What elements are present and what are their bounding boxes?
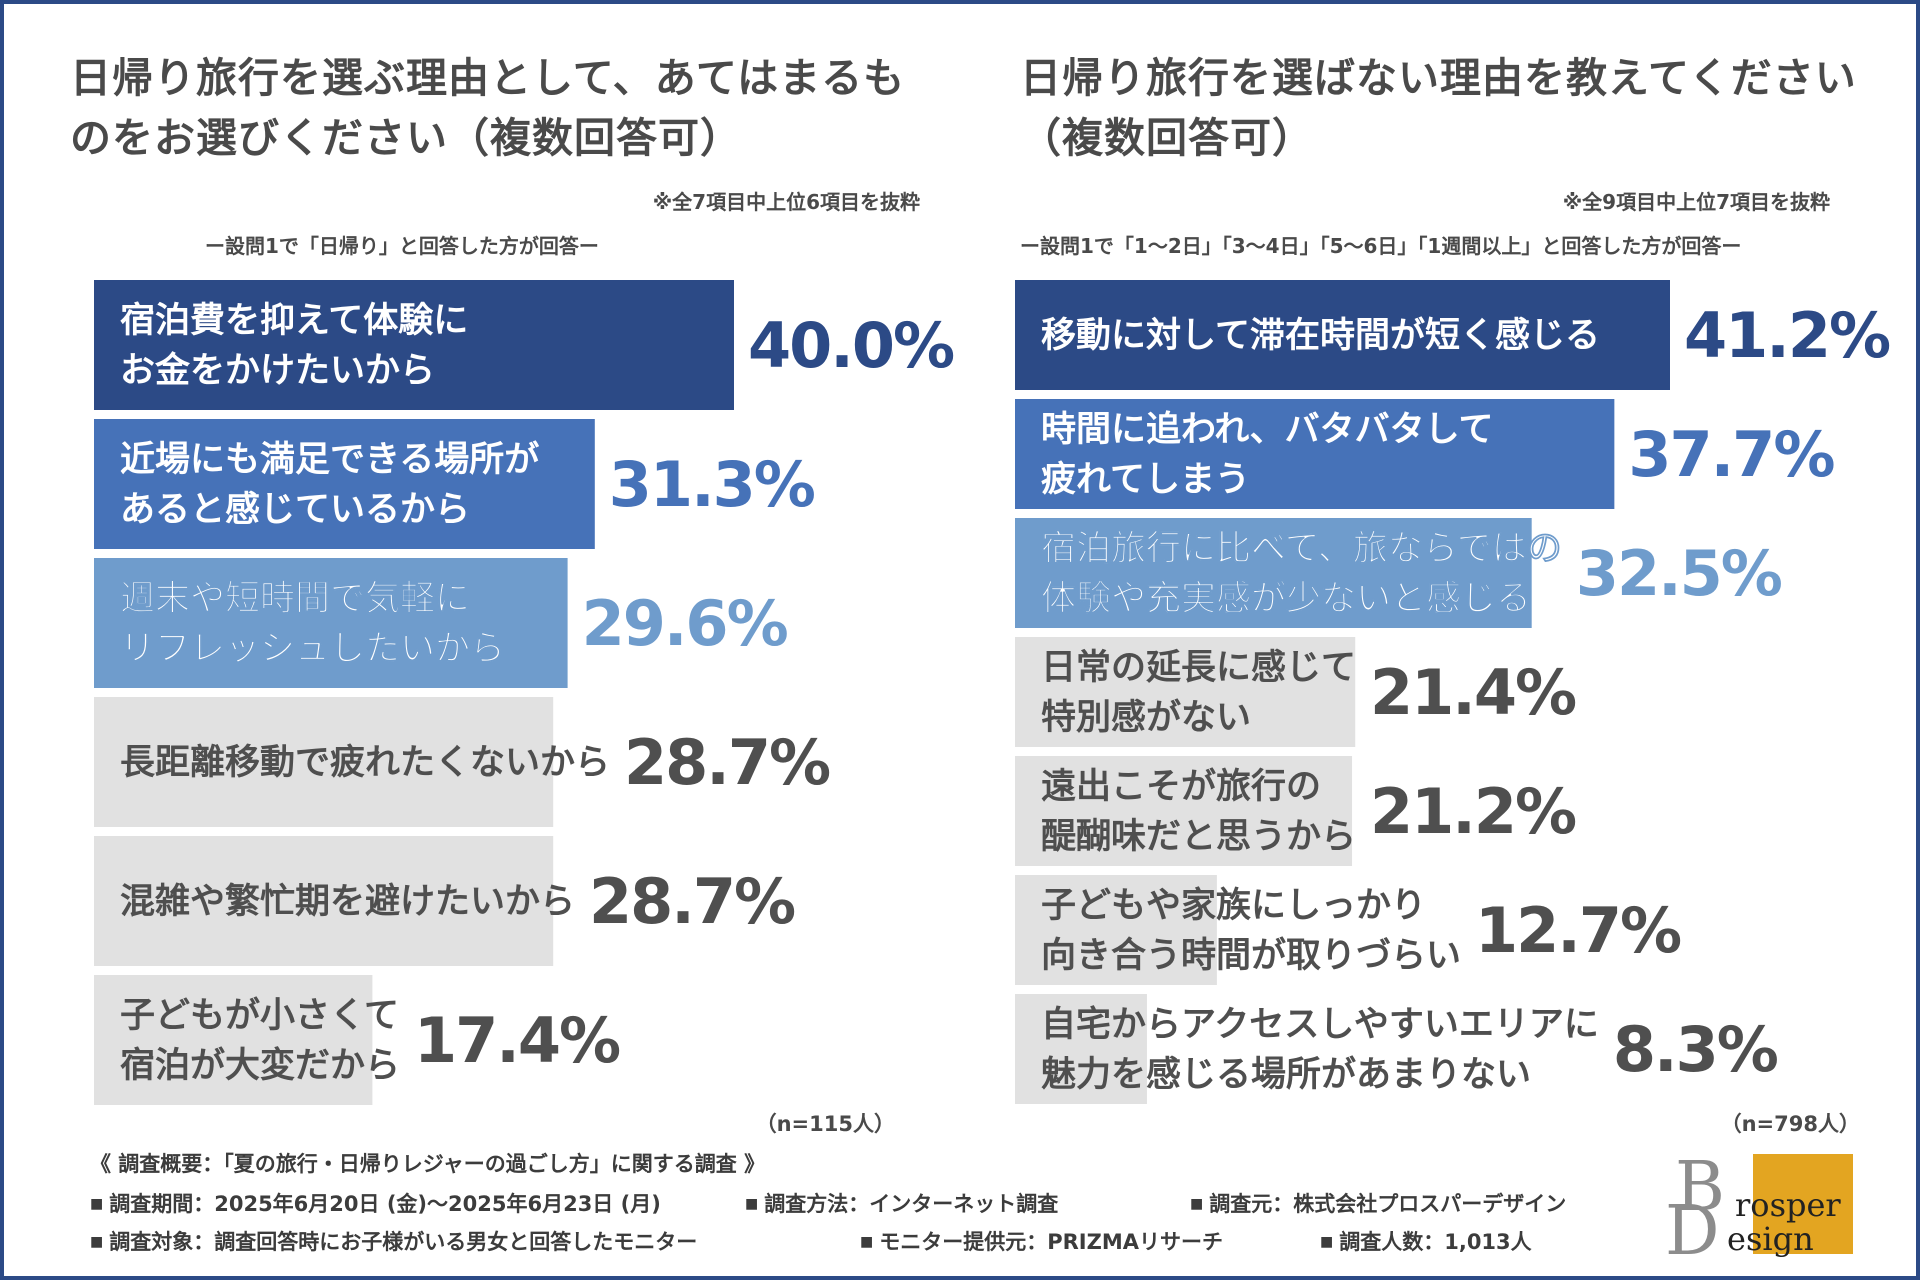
survey-title: 《 調査概要：「夏の旅行・日帰りレジャーの過ごし方」に関する調査 》: [90, 1152, 766, 1176]
survey-source: 調査元：株式会社プロスパーデザイン: [1190, 1188, 1566, 1218]
bar-label-4: 日常の延長に感じて特別感がない: [1041, 648, 1356, 738]
brosper-design-logo: B D rosper esign: [1665, 1150, 1853, 1260]
survey-respondents: 調査人数：1,013人: [1320, 1226, 1531, 1256]
bar-value-label-1: 41.2%: [1684, 299, 1890, 372]
bar-label-6: 子どもが小さくて宿泊が大変だから: [120, 996, 400, 1086]
bar-label-4: 長距離移動で疲れたくないから: [120, 743, 610, 783]
bar-3: [1015, 518, 1532, 628]
bar-label-3: 宿泊旅行に比べて、旅ならではの体験や充実感が少ないと感じる: [1041, 529, 1562, 619]
logo-gold-square: [1753, 1154, 1853, 1254]
logo-letter-b: B: [1675, 1150, 1725, 1227]
left-bar-chart: 宿泊費を抑えて体験にお金をかけたいから 40.0% 近場にも満足できる場所があると感…: [94, 280, 956, 1105]
bar-1: [1015, 280, 1670, 390]
bar-value-label-6: 12.7%: [1475, 894, 1681, 967]
bar-1: [94, 280, 734, 410]
bar-2: [94, 419, 595, 549]
right-chart-note: ※全9項目中上位7項目を抜粋: [1562, 190, 1830, 214]
bar-value-label-5: 28.7%: [589, 865, 795, 938]
bar-value-label-6: 17.4%: [414, 1004, 620, 1077]
bar-value-label-7: 8.3%: [1613, 1013, 1778, 1086]
bar-label-2: 時間に追われ、バタバタして疲れてしまう: [1041, 410, 1494, 500]
bar-value-label-2: 37.7%: [1628, 418, 1834, 491]
bar-7: [1015, 994, 1147, 1104]
logo-word-esign: esign: [1727, 1220, 1814, 1258]
bar-3: [94, 558, 568, 688]
logo-letter-d: D: [1665, 1192, 1720, 1260]
monitor-provider: モニター提供元：PRIZMAリサーチ: [860, 1226, 1223, 1256]
right-bar-chart: 移動に対して滞在時間が短く感じる 41.2% 時間に追われ、バタバタして疲れてしまう…: [1015, 280, 1892, 1104]
bar-5: [1015, 756, 1353, 866]
bar-value-label-3: 32.5%: [1576, 537, 1782, 610]
bar-value-label-5: 21.2%: [1370, 775, 1576, 848]
bar-value-label-1: 40.0%: [748, 309, 954, 382]
right-chart-subnote: ー設問1で「1～2日」「3～4日」「5～6日」「1週間以上」と回答した方が回答ー: [1020, 234, 1742, 258]
left-panel: 日帰り旅行を選ぶ理由として、あてはまるものをお選びください（複数回答可） ※全7…: [0, 0, 960, 1136]
bar-value-label-4: 28.7%: [624, 726, 830, 799]
left-sample-size: （n=115人）: [755, 1112, 895, 1136]
bar-4: [1015, 637, 1356, 747]
bar-5: [94, 836, 554, 966]
bar-label-6: 子どもや家族にしっかり向き合う時間が取りづらい: [1041, 886, 1461, 976]
bar-label-7: 自宅からアクセスしやすいエリアに魅力を感じる場所があまりない: [1041, 1004, 1599, 1095]
bar-2: [1015, 399, 1615, 509]
bar-value-label-4: 21.4%: [1370, 656, 1576, 729]
left-chart-title: 日帰り旅行を選ぶ理由として、あてはまるものをお選びください（複数回答可）: [70, 54, 906, 162]
right-sample-size: （n=798人）: [1720, 1112, 1860, 1136]
survey-period: 調査期間：2025年6月20日 (金)～2025年6月23日 (月): [90, 1188, 661, 1218]
left-chart-subnote: ー設問1で「日帰り」と回答した方が回答ー: [205, 234, 599, 258]
right-panel: 日帰り旅行を選ばない理由を教えてください（複数回答可） ※全9項目中上位7項目を…: [960, 0, 1920, 1136]
bar-label-5: 混雑や繁忙期を避けたいから: [120, 882, 575, 922]
bar-value-label-3: 29.6%: [582, 587, 788, 660]
bar-label-5: 遠出こそが旅行の醍醐味だと思うから: [1041, 767, 1356, 857]
logo-word-rosper: rosper: [1735, 1186, 1841, 1224]
bar-label-2: 近場にも満足できる場所があると感じているから: [120, 440, 539, 530]
right-chart-title: 日帰り旅行を選ばない理由を教えてください（複数回答可）: [1020, 54, 1857, 162]
left-chart-note: ※全7項目中上位6項目を抜粋: [652, 190, 920, 214]
survey-method: 調査方法：インターネット調査: [745, 1188, 1058, 1218]
bar-4: [94, 697, 554, 827]
bar-6: [94, 975, 373, 1105]
bar-value-label-2: 31.3%: [609, 448, 815, 521]
bar-label-1: 移動に対して滞在時間が短く感じる: [1041, 316, 1600, 356]
bar-label-1: 宿泊費を抑えて体験にお金をかけたいから: [120, 301, 468, 391]
bar-label-3: 週末や短時間で気軽にリフレッシュしたいから: [120, 579, 505, 669]
bar-6: [1015, 875, 1217, 985]
survey-target: 調査対象：調査回答時にお子様がいる男女と回答したモニター: [90, 1226, 697, 1256]
